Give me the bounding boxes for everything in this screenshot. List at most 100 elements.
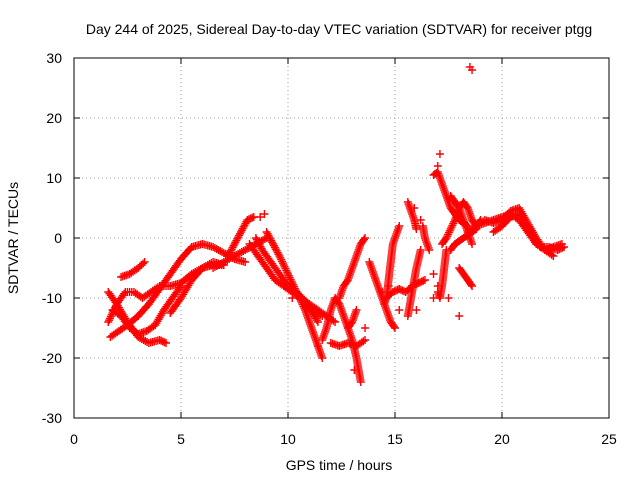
data-point bbox=[224, 250, 233, 259]
data-point bbox=[276, 253, 285, 262]
y-tick-label: 0 bbox=[54, 230, 62, 246]
data-point bbox=[105, 316, 114, 325]
series-arc-21 bbox=[403, 198, 421, 233]
data-point bbox=[270, 243, 279, 252]
data-point bbox=[318, 354, 327, 362]
x-tick-label: 15 bbox=[387, 431, 403, 447]
data-point bbox=[225, 248, 234, 257]
data-point bbox=[312, 316, 321, 325]
data-point bbox=[232, 236, 241, 245]
series-arc-28 bbox=[455, 264, 477, 290]
data-point bbox=[262, 228, 271, 236]
data-point bbox=[283, 268, 292, 277]
data-point bbox=[104, 318, 113, 326]
data-point bbox=[347, 319, 356, 328]
data-point bbox=[342, 277, 351, 286]
data-point bbox=[288, 279, 297, 287]
data-point bbox=[280, 262, 289, 271]
data-point bbox=[279, 261, 288, 269]
data-point bbox=[429, 294, 438, 302]
data-point bbox=[139, 259, 148, 268]
data-point bbox=[272, 246, 281, 255]
data-point bbox=[175, 283, 184, 292]
series-arc-11 bbox=[262, 228, 327, 362]
data-point bbox=[558, 243, 567, 252]
data-point bbox=[162, 339, 171, 347]
data-point bbox=[525, 225, 534, 234]
x-tick-label: 10 bbox=[280, 431, 296, 447]
grid-layer bbox=[74, 58, 609, 418]
data-point bbox=[560, 243, 569, 251]
data-point bbox=[284, 270, 292, 278]
data-point bbox=[105, 314, 114, 323]
x-axis-label: GPS time / hours bbox=[286, 457, 393, 473]
series-arc-16 bbox=[343, 324, 365, 386]
data-point bbox=[329, 316, 338, 325]
data-point bbox=[263, 229, 272, 238]
data-point bbox=[420, 276, 429, 284]
data-point bbox=[359, 337, 368, 346]
data-point bbox=[530, 236, 539, 245]
data-point bbox=[266, 234, 275, 243]
data-point bbox=[268, 238, 277, 247]
data-point bbox=[177, 282, 185, 290]
data-point bbox=[236, 229, 245, 238]
data-point bbox=[443, 232, 452, 241]
data-point bbox=[160, 338, 169, 347]
series-arc-22 bbox=[418, 222, 434, 254]
series-arc-24 bbox=[433, 246, 451, 302]
y-tick-label: 10 bbox=[46, 170, 62, 186]
data-point bbox=[288, 294, 297, 302]
data-point bbox=[284, 271, 293, 280]
data-point bbox=[468, 66, 477, 74]
data-point bbox=[412, 306, 421, 314]
series-arc-6 bbox=[166, 258, 228, 317]
data-point bbox=[429, 270, 438, 278]
tick-label-layer: 0 5 10 15 20 25 -30 -20 -10 0 10 20 30 bbox=[42, 50, 617, 447]
data-point bbox=[275, 252, 284, 260]
data-point bbox=[265, 233, 274, 242]
data-point bbox=[278, 257, 287, 266]
data-point bbox=[433, 162, 442, 170]
data-point bbox=[449, 219, 458, 228]
x-tick-label: 20 bbox=[494, 431, 510, 447]
data-point bbox=[271, 245, 280, 254]
data-point bbox=[419, 276, 428, 285]
data-point bbox=[286, 275, 295, 284]
data-point bbox=[106, 312, 115, 321]
y-tick-label: 30 bbox=[46, 50, 62, 66]
data-point bbox=[254, 239, 263, 248]
data-point bbox=[281, 264, 290, 273]
data-point bbox=[264, 231, 273, 240]
series-arc-15 bbox=[335, 234, 370, 302]
data-point bbox=[285, 273, 294, 282]
data-point bbox=[352, 306, 361, 314]
data-point bbox=[450, 217, 459, 226]
data-point bbox=[528, 232, 537, 241]
x-tick-label: 0 bbox=[70, 431, 78, 447]
x-tick-label: 5 bbox=[177, 431, 185, 447]
data-point bbox=[468, 282, 477, 290]
y-tick-label: 20 bbox=[46, 110, 62, 126]
data-point bbox=[350, 366, 359, 374]
data-point bbox=[455, 312, 464, 320]
series-arc-20 bbox=[403, 246, 425, 320]
data-point bbox=[425, 246, 434, 254]
data-point bbox=[462, 202, 471, 211]
data-point bbox=[226, 246, 235, 255]
data-point bbox=[269, 240, 278, 248]
data-point bbox=[444, 230, 453, 239]
data-point bbox=[444, 294, 453, 302]
data-point bbox=[229, 241, 238, 250]
data-point bbox=[256, 242, 265, 251]
data-point bbox=[444, 228, 453, 237]
series-layer bbox=[104, 63, 569, 386]
data-point bbox=[334, 298, 343, 307]
data-point bbox=[241, 219, 250, 228]
data-point bbox=[224, 252, 233, 260]
data-point bbox=[287, 277, 296, 286]
series-arc-32 bbox=[536, 243, 569, 254]
data-point bbox=[435, 150, 444, 158]
data-point bbox=[253, 237, 262, 246]
data-point bbox=[468, 240, 477, 248]
